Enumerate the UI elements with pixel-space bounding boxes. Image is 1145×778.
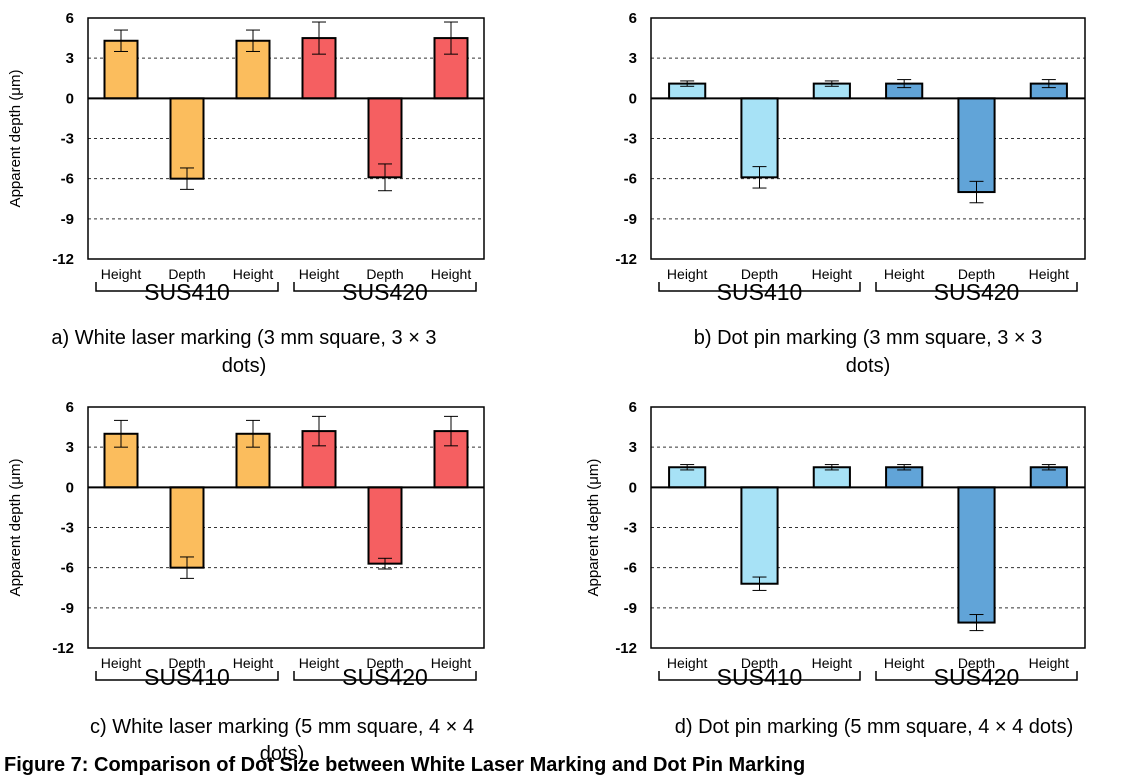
group-label: SUS420 <box>342 279 428 305</box>
x-category-label: Height <box>1029 655 1070 671</box>
x-category-label: Height <box>101 266 142 282</box>
chart-panel-d: 6 3 0 -3 -6 -9 -12 Height Depth Height Height Depth… <box>585 399 1086 738</box>
x-category-label: Depth <box>741 655 778 671</box>
y-tick-label: 6 <box>66 399 74 416</box>
chart-caption: d) Dot pin marking (5 mm square, 4 × 4 d… <box>675 716 1074 738</box>
y-tick-label: -3 <box>61 131 74 148</box>
group-label: SUS420 <box>934 279 1020 305</box>
x-category-label: Depth <box>168 655 205 671</box>
y-tick-label: 6 <box>629 10 637 27</box>
x-category-label: Height <box>233 266 274 282</box>
x-category-label: Height <box>667 655 708 671</box>
chart-caption-continued: dots) <box>222 355 266 377</box>
y-tick-label: -6 <box>61 171 74 188</box>
bar <box>740 486 779 585</box>
x-category-label: Height <box>884 655 925 671</box>
y-tick-label: -12 <box>52 251 74 268</box>
plot-frame <box>87 406 485 649</box>
group-bracket <box>95 671 279 681</box>
y-tick-label: -6 <box>61 560 74 577</box>
y-tick-label: 3 <box>629 50 637 67</box>
x-category-label: Depth <box>366 266 403 282</box>
y-tick-label: 0 <box>629 479 637 496</box>
y-tick-label: -3 <box>624 131 637 148</box>
x-category-label: Height <box>812 266 853 282</box>
plot-frame <box>87 17 485 260</box>
y-axis-label: Apparent depth (μm) <box>7 70 24 208</box>
bar <box>367 486 403 565</box>
group-bracket <box>658 671 861 681</box>
group-label: SUS420 <box>342 664 428 690</box>
x-category-label: Height <box>299 655 340 671</box>
chart-panel-c: 6 3 0 -3 -6 -9 -12 Height Depth Height Height Depth… <box>7 399 485 765</box>
group-label: SUS410 <box>717 279 803 305</box>
group-label: SUS420 <box>934 664 1020 690</box>
group-bracket <box>95 282 279 292</box>
x-category-label: Height <box>101 655 142 671</box>
y-tick-label: 3 <box>66 439 74 456</box>
bar <box>957 97 996 194</box>
y-tick-label: 3 <box>629 439 637 456</box>
y-tick-label: -12 <box>615 251 637 268</box>
chart-panel-b: 6 3 0 -3 -6 -9 -12 Height Depth Height Height Depth… <box>615 10 1086 377</box>
chart-caption-continued: dots) <box>260 743 304 765</box>
y-tick-label: 0 <box>629 90 637 107</box>
x-category-label: Depth <box>958 266 995 282</box>
chart-panel-a: 6 3 0 -3 -6 -9 -12 Height Depth Height Height Depth… <box>7 10 485 377</box>
x-category-label: Depth <box>958 655 995 671</box>
x-category-label: Height <box>667 266 708 282</box>
y-tick-label: 6 <box>629 399 637 416</box>
x-category-label: Height <box>812 655 853 671</box>
y-tick-label: -3 <box>61 520 74 537</box>
group-bracket <box>293 671 477 681</box>
y-tick-label: -9 <box>624 211 637 228</box>
y-tick-label: -3 <box>624 520 637 537</box>
y-tick-label: 0 <box>66 90 74 107</box>
x-category-label: Height <box>299 266 340 282</box>
y-tick-label: -6 <box>624 560 637 577</box>
figure-caption: Figure 7: Comparison of Dot Size between… <box>4 754 805 776</box>
plot-frame <box>650 406 1086 649</box>
x-category-label: Height <box>233 655 274 671</box>
x-category-label: Depth <box>168 266 205 282</box>
x-category-label: Height <box>431 655 472 671</box>
group-bracket <box>875 671 1078 681</box>
chart-caption: c) White laser marking (5 mm square, 4 ×… <box>90 716 474 738</box>
x-category-label: Height <box>884 266 925 282</box>
chart-caption: a) White laser marking (3 mm square, 3 ×… <box>51 327 436 349</box>
chart-caption-continued: dots) <box>846 355 890 377</box>
y-tick-label: -9 <box>624 600 637 617</box>
y-tick-label: -6 <box>624 171 637 188</box>
plot-frame <box>650 17 1086 260</box>
chart-caption: b) Dot pin marking (3 mm square, 3 × 3 <box>694 327 1042 349</box>
y-tick-label: -9 <box>61 600 74 617</box>
y-axis-label: Apparent depth (μm) <box>585 459 602 597</box>
y-tick-label: 0 <box>66 479 74 496</box>
y-tick-label: -12 <box>52 640 74 657</box>
group-label: SUS410 <box>144 279 230 305</box>
x-category-label: Depth <box>741 266 778 282</box>
group-bracket <box>658 282 861 292</box>
y-tick-label: 3 <box>66 50 74 67</box>
bar <box>169 97 205 180</box>
bar <box>740 97 779 179</box>
x-category-label: Height <box>1029 266 1070 282</box>
x-category-label: Height <box>431 266 472 282</box>
group-bracket <box>875 282 1078 292</box>
group-bracket <box>293 282 477 292</box>
x-category-label: Depth <box>366 655 403 671</box>
y-tick-label: -9 <box>61 211 74 228</box>
group-label: SUS410 <box>144 664 230 690</box>
group-label: SUS410 <box>717 664 803 690</box>
y-axis-label: Apparent depth (μm) <box>7 459 24 597</box>
bar <box>957 486 996 624</box>
y-tick-label: 6 <box>66 10 74 27</box>
bar <box>169 486 205 569</box>
y-tick-label: -12 <box>615 640 637 657</box>
